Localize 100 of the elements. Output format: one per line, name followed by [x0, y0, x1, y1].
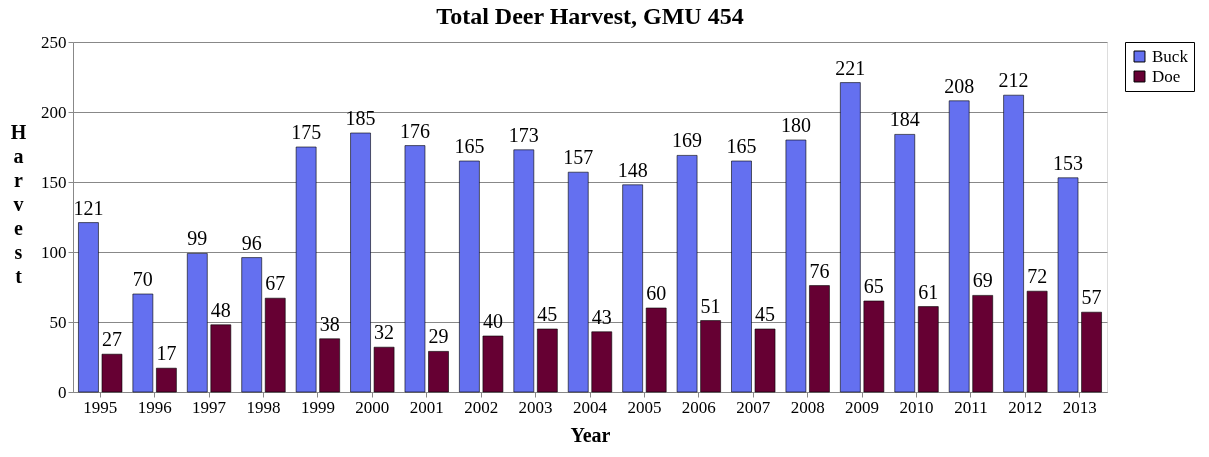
x-tick-label: 2011 [954, 397, 988, 417]
data-label: 185 [345, 107, 376, 129]
y-tick-label: 150 [41, 172, 67, 192]
bar [1057, 177, 1079, 393]
x-tick-label: 1997 [192, 397, 227, 417]
bar [482, 335, 504, 393]
data-label: 61 [918, 280, 939, 303]
data-label: 96 [241, 231, 262, 254]
data-label: 51 [700, 294, 721, 317]
data-label: 153 [1053, 151, 1084, 174]
bar [700, 320, 721, 393]
data-label: 48 [210, 298, 231, 321]
data-label: 169 [672, 129, 703, 152]
x-tick-label: 2010 [899, 397, 934, 417]
bar [132, 293, 154, 393]
data-label: 65 [863, 275, 884, 297]
bar [264, 297, 286, 393]
x-tick-label: 2002 [464, 397, 499, 417]
x-tick-label: 2006 [681, 397, 716, 417]
data-label: 17 [156, 342, 177, 365]
x-tick-label: 2013 [1062, 397, 1097, 417]
x-tick-label: 2001 [409, 397, 444, 417]
x-tick-label: 2009 [845, 397, 880, 417]
data-label: 57 [1081, 286, 1102, 309]
data-label: 40 [482, 310, 503, 332]
bar [404, 145, 426, 393]
x-tick-label: 2003 [518, 397, 553, 417]
bar [241, 257, 263, 393]
data-label: 99 [187, 227, 208, 250]
bar [373, 346, 395, 393]
data-label: 72 [1027, 265, 1048, 288]
bar [1003, 94, 1024, 393]
bar [513, 149, 535, 393]
data-label: 165 [726, 135, 757, 157]
data-label: 69 [972, 269, 993, 292]
bar [350, 132, 371, 393]
bar [319, 338, 340, 393]
bar [591, 331, 613, 393]
data-label: 173 [508, 123, 539, 146]
bar [622, 184, 643, 393]
bar [917, 306, 939, 393]
bar [78, 222, 99, 393]
x-tick-label: 2007 [736, 397, 771, 417]
data-label: 43 [591, 305, 612, 328]
bar [210, 324, 232, 393]
x-tick-label: 2000 [355, 397, 390, 417]
data-label: 175 [291, 121, 322, 143]
y-axis-title: Harvest [10, 120, 27, 287]
bar [731, 160, 752, 393]
data-label: 157 [563, 146, 594, 169]
x-tick-label: 1998 [246, 397, 281, 417]
bar [863, 300, 885, 393]
bar [186, 253, 208, 393]
x-tick-label: 2008 [790, 397, 825, 417]
bar [295, 146, 317, 393]
data-label: 184 [889, 108, 920, 131]
y-tick-label: 50 [49, 312, 67, 332]
data-label: 45 [537, 303, 558, 325]
bar [156, 367, 177, 393]
x-tick-label: 2004 [573, 397, 608, 417]
bar [754, 328, 776, 393]
bar [1026, 290, 1048, 393]
bar [676, 155, 698, 393]
bar [645, 307, 667, 393]
bar [840, 82, 861, 393]
bar [809, 285, 830, 393]
bar [972, 295, 994, 393]
y-tick-label: 200 [41, 102, 67, 122]
data-label: 165 [454, 135, 485, 157]
legend-label: Buck [1152, 46, 1189, 66]
y-tick-label: 0 [58, 382, 67, 402]
data-label: 70 [132, 268, 153, 290]
bar [101, 353, 123, 393]
data-label: 176 [399, 119, 430, 142]
legend-label: Doe [1152, 66, 1181, 86]
data-label: 180 [780, 114, 811, 136]
y-tick-label: 100 [41, 242, 67, 262]
data-label: 60 [646, 282, 667, 304]
data-label: 148 [617, 158, 648, 181]
x-tick-label: 2005 [627, 397, 662, 417]
data-label: 38 [319, 312, 340, 335]
bar [1081, 311, 1102, 393]
data-label: 29 [428, 325, 449, 348]
data-label: 121 [73, 196, 104, 219]
bar [894, 134, 916, 393]
data-label: 208 [944, 74, 975, 97]
x-axis-title: Year [570, 423, 611, 446]
bar [948, 100, 970, 393]
bar [785, 139, 807, 393]
y-tick-label: 250 [41, 32, 67, 52]
data-label: 32 [374, 321, 395, 344]
data-label: 67 [265, 272, 286, 295]
x-tick-label: 1995 [83, 397, 118, 417]
data-label: 45 [755, 303, 776, 325]
chart-title: Total Deer Harvest, GMU 454 [436, 3, 744, 29]
data-label: 221 [835, 56, 866, 79]
bar [459, 160, 480, 393]
bar [428, 351, 449, 393]
x-tick-label: 1999 [300, 397, 335, 417]
data-label: 76 [809, 259, 830, 282]
